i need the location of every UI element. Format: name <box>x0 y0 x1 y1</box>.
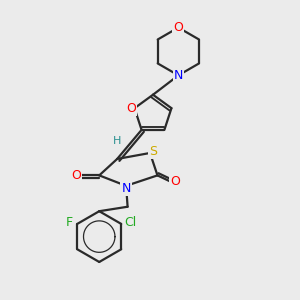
Text: S: S <box>149 145 157 158</box>
Text: O: O <box>127 102 136 115</box>
Text: O: O <box>72 169 82 182</box>
Text: N: N <box>122 182 131 195</box>
Text: N: N <box>174 69 183 82</box>
Text: Cl: Cl <box>124 216 136 229</box>
Text: F: F <box>66 216 74 229</box>
Text: O: O <box>173 21 183 34</box>
Text: H: H <box>112 136 121 146</box>
Text: O: O <box>170 175 180 188</box>
